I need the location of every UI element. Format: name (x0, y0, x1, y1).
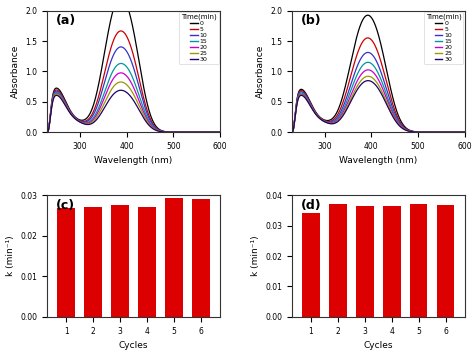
Bar (84, 207, 102, 317)
X-axis label: Cycles: Cycles (119, 341, 148, 350)
Y-axis label: Absorbance: Absorbance (11, 45, 20, 98)
Legend: 0, 5, 10, 15, 20, 25, 30: 0, 5, 10, 15, 20, 25, 30 (179, 12, 219, 64)
Bar (138, 208, 156, 317)
X-axis label: Wavelength (nm): Wavelength (nm) (339, 156, 418, 166)
Bar (383, 206, 401, 317)
X-axis label: Cycles: Cycles (364, 341, 393, 350)
Text: (c): (c) (56, 199, 75, 212)
Y-axis label: k (min⁻¹): k (min⁻¹) (6, 236, 15, 276)
Bar (356, 206, 374, 317)
Bar (165, 198, 183, 317)
Text: (a): (a) (56, 14, 76, 27)
X-axis label: Wavelength (nm): Wavelength (nm) (94, 156, 173, 166)
Bar (329, 204, 346, 317)
Bar (192, 199, 210, 317)
Text: (d): (d) (301, 199, 321, 212)
Text: (b): (b) (301, 14, 321, 27)
Legend: 0, 5, 10, 15, 20, 25, 30: 0, 5, 10, 15, 20, 25, 30 (424, 12, 463, 64)
Bar (437, 205, 455, 317)
Y-axis label: k (min⁻¹): k (min⁻¹) (251, 236, 260, 276)
Bar (410, 204, 428, 317)
Bar (302, 213, 320, 317)
Bar (111, 205, 129, 317)
Y-axis label: Absorbance: Absorbance (256, 45, 265, 98)
Bar (57, 208, 75, 317)
